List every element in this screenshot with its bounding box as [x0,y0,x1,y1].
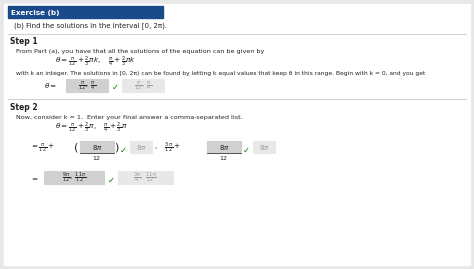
Text: $8\pi$: $8\pi$ [91,143,102,151]
Text: ✓: ✓ [112,83,119,91]
Text: $= \frac{\pi}{12} +$: $= \frac{\pi}{12} +$ [30,141,55,154]
Text: $\frac{\pi}{12},\ \frac{\pi}{4}$: $\frac{\pi}{12},\ \frac{\pi}{4}$ [78,80,96,93]
Text: $\frac{3\pi}{4},\ \frac{11\pi}{12}$: $\frac{3\pi}{4},\ \frac{11\pi}{12}$ [133,171,157,185]
Text: Now, consider k = 1.  Enter your final answer a comma-separated list.: Now, consider k = 1. Enter your final an… [16,115,243,119]
Text: $\theta = \frac{\pi}{12} + \frac{2}{3}\pi k,\quad \frac{\pi}{4} + \frac{2}{3}\pi: $\theta = \frac{\pi}{12} + \frac{2}{3}\p… [55,55,136,69]
Bar [44,171,104,184]
Text: $8\pi$: $8\pi$ [259,143,269,151]
Text: ✓: ✓ [243,146,250,154]
Text: $8\pi$: $8\pi$ [136,143,146,151]
Text: $\theta = $: $\theta = $ [44,80,57,90]
Text: $8\pi$: $8\pi$ [219,143,229,151]
Text: $($: $($ [73,141,79,154]
Text: $\frac{9\pi}{12},\ \frac{11\pi}{12}$: $\frac{9\pi}{12},\ \frac{11\pi}{12}$ [62,171,86,185]
Text: ✓: ✓ [108,175,115,185]
Text: $\frac{\pi}{12},\ \frac{\pi}{4}$: $\frac{\pi}{12},\ \frac{\pi}{4}$ [134,80,152,93]
Text: Step 1: Step 1 [10,37,37,47]
Text: $,\quad \frac{3\pi}{12} +$: $,\quad \frac{3\pi}{12} +$ [154,141,181,155]
Text: From Part (a), you have that all the solutions of the equation can be given by: From Part (a), you have that all the sol… [16,48,264,54]
Bar [8,6,163,18]
Bar [80,141,114,153]
Text: $\theta = \frac{\pi}{12} + \frac{2}{3}\pi,\quad \frac{\pi}{4} + \frac{2}{3}\pi$: $\theta = \frac{\pi}{12} + \frac{2}{3}\p… [55,121,128,135]
Text: $)$: $)$ [114,141,119,154]
Bar [118,171,173,184]
Text: Step 2: Step 2 [10,104,37,112]
Bar [130,141,152,153]
Text: $= $: $= $ [30,175,39,181]
Bar [207,141,241,153]
Text: Exercise (b): Exercise (b) [11,9,60,16]
Text: ✓: ✓ [120,146,127,154]
Bar [66,79,108,92]
Text: $12$: $12$ [219,154,228,162]
Bar [122,79,164,92]
Text: $12$: $12$ [92,154,102,162]
Text: (b) Find the solutions in the interval [0, 2π).: (b) Find the solutions in the interval [… [14,23,167,29]
Bar [253,141,275,153]
Text: with k an integer. The solutions in [0, 2π) can be found by letting k equal valu: with k an integer. The solutions in [0, … [16,70,425,76]
